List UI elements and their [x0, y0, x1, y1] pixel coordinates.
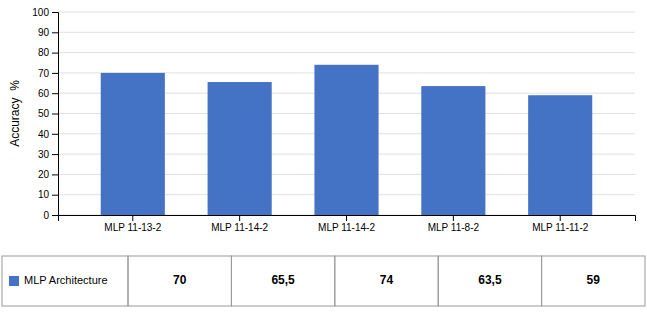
- x-tick-mark: [560, 215, 561, 221]
- bar: [101, 73, 165, 215]
- y-tick-label: 10: [38, 189, 50, 200]
- x-axis: MLP 11-13-2 MLP 11-14-2 MLP 11-14-2 MLP 11-…: [59, 215, 636, 233]
- legend-swatch: [9, 276, 19, 286]
- y-tick-label: 80: [38, 47, 50, 58]
- table-cell: [335, 256, 438, 306]
- y-tick-label: 90: [38, 27, 50, 38]
- y-tick: 40: [38, 129, 58, 140]
- y-tick-label: 0: [43, 210, 49, 221]
- y-tick-mark: [52, 154, 58, 155]
- legend-label: MLP Architecture: [24, 274, 108, 286]
- x-tick: MLP 11-11-2: [532, 215, 589, 233]
- table-cell: [2, 256, 128, 306]
- y-tick-mark: [52, 73, 58, 74]
- y-tick-mark: [52, 53, 58, 54]
- legend: MLP Architecture 70 65,5 74 63,5 59: [2, 256, 645, 306]
- table-cell: [128, 256, 231, 306]
- bar: [208, 82, 272, 215]
- y-tick-label: 40: [38, 129, 50, 140]
- table-cell: [438, 256, 541, 306]
- table-value-cell: 65,5: [231, 256, 334, 306]
- bar: [314, 65, 378, 215]
- y-tick: 10: [38, 189, 58, 200]
- grid-line: [58, 52, 635, 53]
- y-tick-mark: [52, 174, 58, 175]
- table-value-cell: 63,5: [438, 256, 541, 306]
- bar: [528, 95, 592, 215]
- y-tick-label: 70: [38, 68, 50, 79]
- x-tick-mark: [239, 215, 240, 221]
- y-tick-label: 60: [38, 88, 50, 99]
- data-label: 65,5: [271, 273, 295, 287]
- table-cell: [542, 256, 645, 306]
- x-tick-label: MLP 11-13-2: [104, 222, 161, 233]
- bar: [421, 86, 485, 215]
- x-tick-label: MLP 11-14-2: [318, 222, 375, 233]
- x-axis-line: [59, 216, 636, 222]
- y-tick-mark: [52, 215, 58, 216]
- y-tick-mark: [52, 134, 58, 135]
- y-tick: 60: [38, 88, 58, 99]
- y-tick: 70: [38, 68, 58, 79]
- y-tick: 0: [43, 210, 58, 221]
- y-tick: 100: [32, 7, 58, 18]
- y-tick-label: 100: [32, 7, 49, 18]
- y-tick-label: 30: [38, 149, 50, 160]
- y-tick-mark: [52, 114, 58, 115]
- y-tick: 20: [38, 169, 58, 180]
- y-tick: 50: [38, 108, 58, 119]
- x-tick-mark: [132, 215, 133, 221]
- bars: [101, 65, 593, 215]
- y-tick: 80: [38, 47, 58, 58]
- table-value-cell: 70: [128, 256, 231, 306]
- x-tick-label: MLP 11-14-2: [211, 222, 268, 233]
- x-tick: MLP 11-14-2: [318, 215, 375, 233]
- plot: 0102030405060708090100MLP 11-13-2MLP 11-…: [32, 7, 635, 233]
- x-tick: MLP 11-8-2: [428, 215, 480, 233]
- y-tick-mark: [52, 12, 58, 13]
- y-axis: 0 10 20 30 40 50 60 70 80 90 100: [32, 7, 58, 221]
- y-axis-title: Accuracy %: [8, 80, 22, 147]
- y-axis-line: [52, 13, 59, 216]
- data-label: 63,5: [478, 273, 502, 287]
- data-label: 70: [173, 273, 187, 287]
- grid: [58, 12, 635, 215]
- x-tick-mark: [346, 215, 347, 221]
- y-tick-mark: [52, 195, 58, 196]
- data-label: 74: [380, 273, 394, 287]
- y-tick-mark: [52, 32, 58, 33]
- y-tick-mark: [52, 93, 58, 94]
- x-tick-label: MLP 11-11-2: [532, 222, 589, 233]
- y-tick-label: 20: [38, 169, 50, 180]
- x-tick-label: MLP 11-8-2: [428, 222, 480, 233]
- y-tick: 30: [38, 149, 58, 160]
- x-tick: MLP 11-14-2: [211, 215, 268, 233]
- table-value-cell: 59: [542, 256, 645, 306]
- y-tick-label: 50: [38, 108, 50, 119]
- grid-line: [58, 12, 635, 13]
- y-tick: 90: [38, 27, 58, 38]
- chart: 0102030405060708090100MLP 11-13-2MLP 11-…: [0, 0, 647, 312]
- x-tick-mark: [453, 215, 454, 221]
- table-cell: [231, 256, 334, 306]
- table-value-cell: 74: [335, 256, 438, 306]
- grid-line: [58, 32, 635, 33]
- data-label: 59: [587, 273, 601, 287]
- x-tick: MLP 11-13-2: [104, 215, 161, 233]
